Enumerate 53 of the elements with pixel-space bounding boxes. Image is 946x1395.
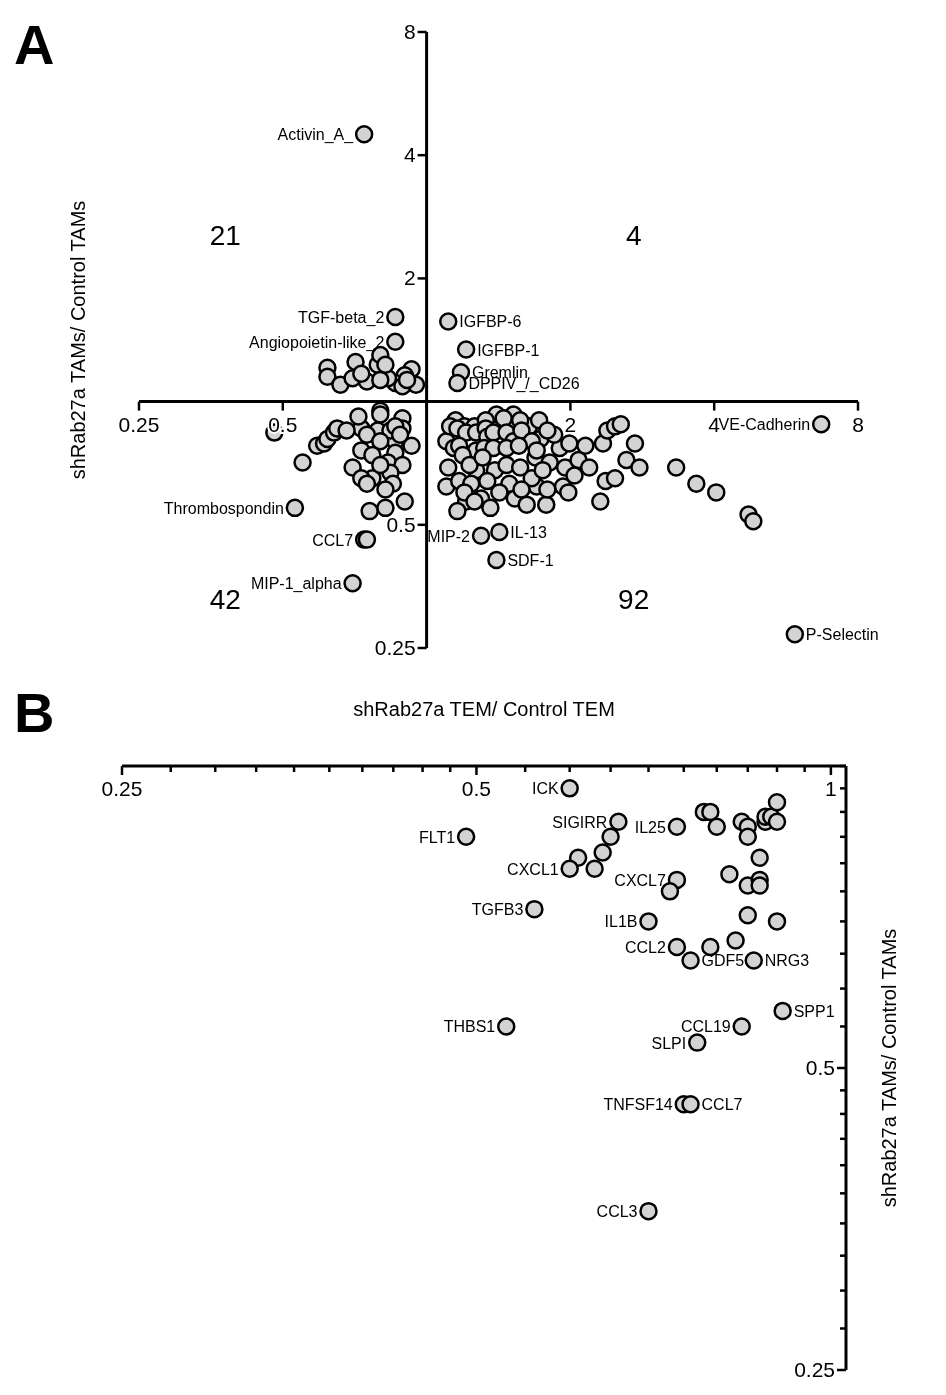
- annotation: 92: [618, 583, 650, 615]
- x-axis-title: shRab27a TEM/ Control TEM: [353, 698, 615, 720]
- annotation: SIGIRR: [552, 813, 608, 831]
- x-tick-label: 1: [825, 777, 837, 800]
- y-tick-label: 0.25: [374, 636, 416, 659]
- x-tick-label: 0.5: [268, 412, 298, 436]
- annotation: FLT1: [418, 828, 456, 846]
- annotation: 42: [209, 583, 241, 615]
- annotation: CCL7: [701, 1096, 743, 1114]
- annotation: CXCL1: [507, 860, 559, 878]
- annotation: 21: [209, 220, 241, 252]
- annotation: VE-Cadherin: [718, 416, 811, 434]
- annotation: SPP1: [793, 1002, 835, 1020]
- y-tick-label: 4: [403, 143, 416, 167]
- annotation: GDF5: [701, 952, 745, 970]
- x-tick-label: 0.25: [101, 777, 143, 800]
- annotation: Activin_A_: [277, 126, 355, 145]
- annotation: MIP-2: [427, 527, 471, 545]
- annotation: IGFBP-6: [459, 313, 522, 331]
- y-tick-label: 2: [403, 266, 416, 290]
- annotation: THBS1: [443, 1018, 496, 1036]
- y-tick-label: 8: [403, 20, 416, 43]
- y-axis-title: shRab27a TAMs/ Control TAMs: [67, 200, 89, 480]
- x-tick-label: 2: [564, 412, 577, 436]
- annotation: 4: [625, 220, 642, 252]
- annotation: TNFSF14: [603, 1096, 673, 1114]
- annotation: CCL2: [625, 939, 667, 957]
- x-tick-label: 8: [852, 412, 864, 436]
- annotation: IGFBP-1: [477, 341, 540, 359]
- annotation: TGFB3: [471, 901, 524, 919]
- annotation: NRG3: [764, 952, 810, 970]
- annotation: IL-13: [510, 524, 547, 542]
- annotation: Thrombospondin: [163, 499, 284, 517]
- annotation: IL25: [634, 818, 667, 836]
- y-tick-label: 0.5: [386, 512, 416, 536]
- y-axis-title: shRab27a TAMs/ Control TAMs: [878, 928, 900, 1208]
- annotation: Angiopoietin-like_2: [249, 333, 385, 352]
- annotation: CXCL7: [614, 871, 667, 889]
- annotation: MIP-1_alpha: [250, 575, 342, 594]
- annotation: IL1B: [604, 913, 638, 931]
- x-tick-label: 0.5: [461, 777, 492, 800]
- annotation: SLPI: [651, 1034, 687, 1052]
- annotation: CCL3: [596, 1203, 638, 1221]
- x-tick-label: 4: [708, 412, 721, 436]
- chart-title: A: [14, 13, 55, 76]
- x-tick-label: 0.25: [118, 412, 160, 436]
- annotation: CCL7: [312, 531, 354, 549]
- annotation: TGF-beta_2: [298, 308, 385, 327]
- annotation: ICK: [532, 780, 559, 798]
- chart-title: B: [14, 681, 55, 744]
- annotation: P-Selectin: [805, 626, 879, 644]
- annotation: SDF-1: [507, 552, 554, 570]
- annotation: CCL19: [680, 1018, 731, 1036]
